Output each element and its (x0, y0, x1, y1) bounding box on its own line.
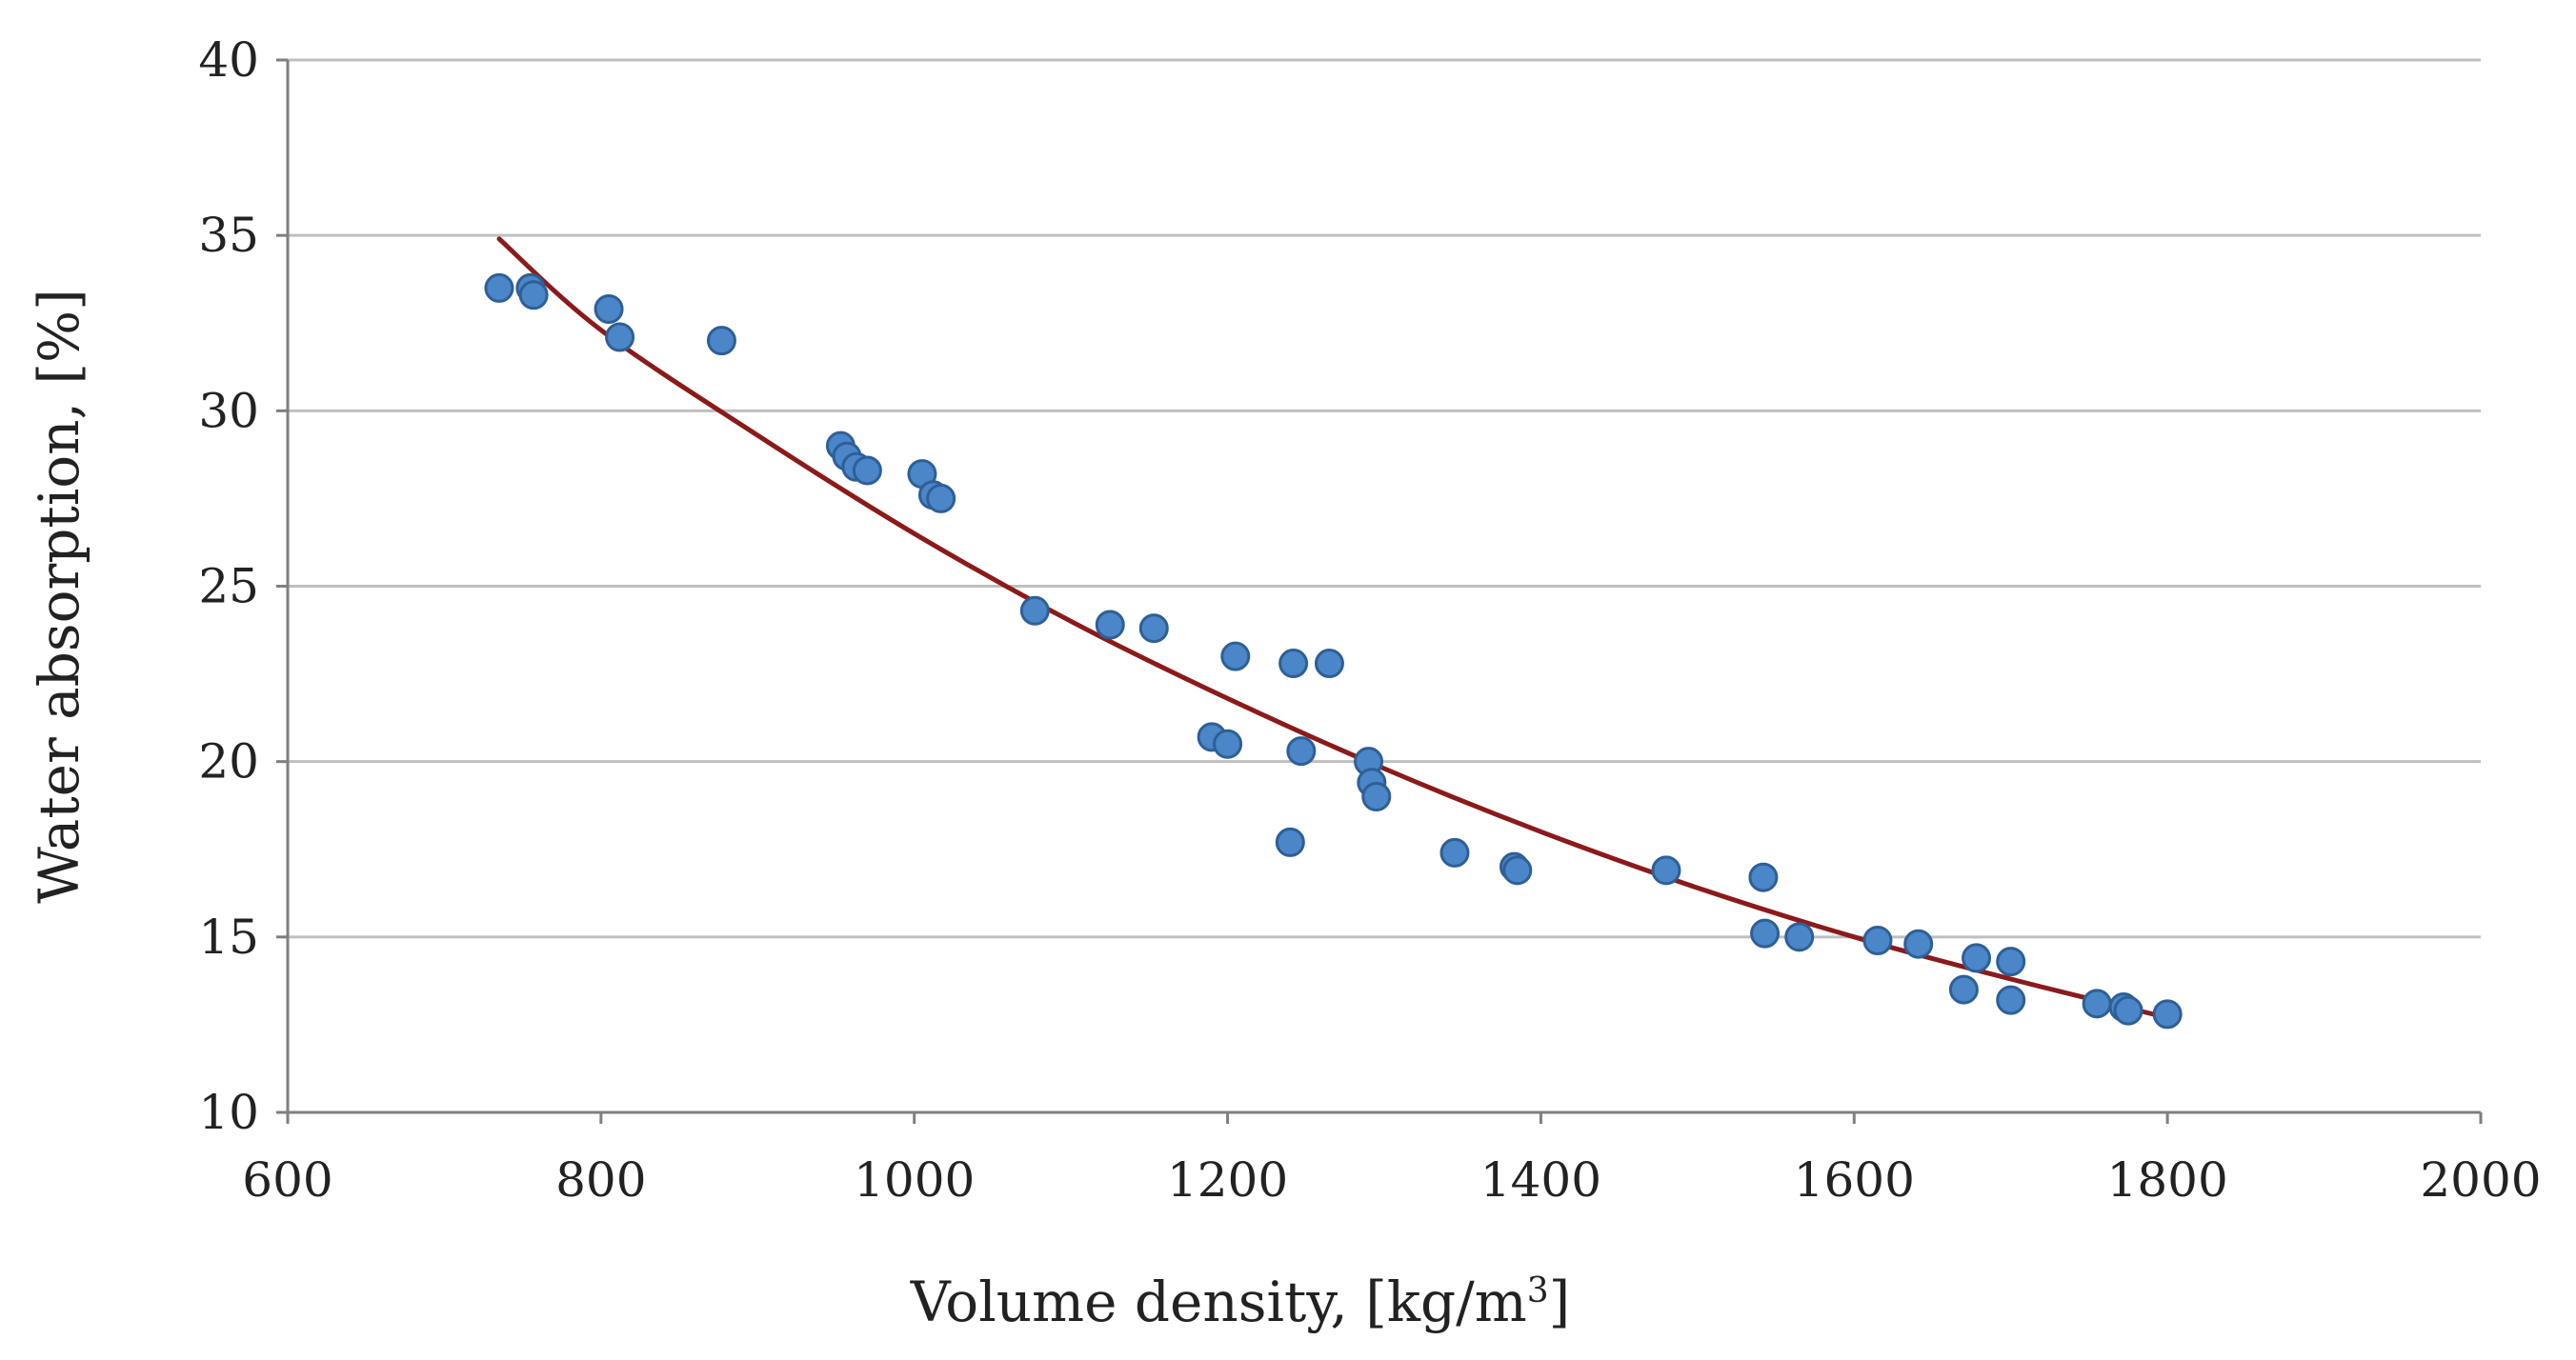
y-tick-label-15: 15 (198, 910, 259, 965)
x-tick-label-1600: 1600 (1794, 1152, 1915, 1208)
data-point-9 (852, 455, 882, 486)
data-point-22 (1314, 649, 1344, 679)
x-axis-title-end: ] (1549, 1270, 1571, 1334)
data-point-5 (706, 326, 736, 356)
data-point-38 (1996, 985, 2026, 1015)
data-point-19 (1275, 827, 1305, 857)
data-point-3 (594, 294, 624, 325)
data-point-30 (1748, 862, 1779, 892)
y-tick-label-35: 35 (198, 208, 259, 263)
data-point-12 (926, 483, 956, 513)
x-tick-label-2000: 2000 (2420, 1152, 2541, 1208)
data-point-33 (1862, 926, 1893, 956)
y-tick-label-10: 10 (198, 1085, 259, 1140)
data-point-31 (1750, 918, 1781, 949)
data-point-28 (1502, 855, 1533, 886)
data-point-29 (1651, 855, 1681, 886)
x-tick-label-600: 600 (242, 1152, 332, 1208)
trendline (496, 236, 2170, 1020)
data-point-25 (1361, 782, 1392, 811)
data-point-0 (484, 272, 514, 303)
data-point-36 (1962, 943, 1992, 973)
tick-labels: 10 15 20 25 30 35 40 600 800 1000 1200 1400 1600 1800… (198, 32, 2541, 1208)
gridlines (288, 58, 2481, 939)
x-tick-label-1200: 1200 (1167, 1152, 1288, 1208)
y-tick-label-20: 20 (198, 734, 259, 790)
data-point-18 (1220, 641, 1251, 671)
x-axis-title: Volume density, [kg/m3] (910, 1270, 1571, 1334)
x-tick-label-1800: 1800 (2107, 1152, 2228, 1208)
y-tick-label-30: 30 (198, 383, 259, 438)
trendline-layer (496, 236, 2170, 1020)
x-axis-title-superscript: 3 (1527, 1271, 1549, 1310)
data-point-34 (1903, 929, 1934, 959)
x-tick-label-800: 800 (555, 1152, 646, 1208)
data-point-13 (1019, 595, 1050, 626)
data-point-35 (1948, 974, 1979, 1005)
data-point-41 (2113, 995, 2143, 1026)
data-points (484, 272, 2183, 1030)
data-point-17 (1213, 729, 1243, 759)
data-point-26 (1439, 837, 1470, 868)
data-point-2 (518, 280, 549, 310)
data-point-14 (1095, 610, 1125, 640)
data-point-32 (1784, 922, 1815, 952)
data-point-20 (1278, 649, 1309, 679)
data-point-4 (605, 322, 635, 352)
y-tick-label-25: 25 (198, 559, 259, 614)
data-point-39 (2082, 989, 2112, 1019)
data-point-42 (2152, 999, 2183, 1030)
x-tick-label-1400: 1400 (1480, 1152, 1601, 1208)
y-axis-title: Water absorption, [%] (27, 289, 91, 904)
x-tick-label-1000: 1000 (854, 1152, 975, 1208)
x-axis-title-main: Volume density, [kg/m (910, 1270, 1527, 1334)
data-point-21 (1286, 736, 1317, 767)
axes (276, 58, 2483, 1124)
y-tick-label-40: 40 (198, 32, 259, 88)
data-point-15 (1138, 613, 1169, 644)
data-point-37 (1996, 947, 2026, 977)
